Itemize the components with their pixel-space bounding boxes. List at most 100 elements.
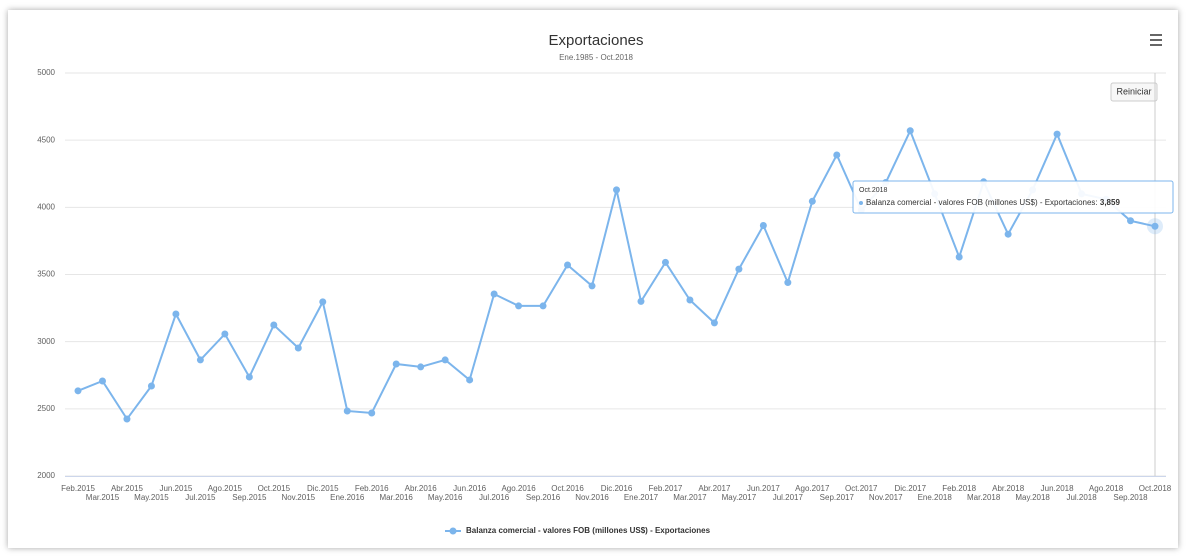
x-tick-label: Ago.2017 (795, 484, 830, 493)
tooltip-series: Balanza comercial - valores FOB (millone… (866, 198, 1095, 207)
point (147, 382, 155, 390)
x-tick-label: Oct.2017 (845, 484, 878, 493)
x-tick-label: Nov.2016 (575, 493, 609, 502)
x-tick-label: Dic.2015 (307, 484, 339, 493)
point (686, 296, 694, 304)
chart-title: Exportaciones (548, 32, 643, 49)
x-tick-label: Oct.2016 (551, 484, 584, 493)
point (1004, 230, 1012, 238)
x-tick-label: May.2015 (134, 493, 169, 502)
menu-button[interactable] (1144, 30, 1168, 50)
x-tick-label: Oct.2015 (258, 484, 291, 493)
legend-item[interactable]: Balanza comercial - valores FOB (millone… (445, 526, 711, 535)
y-tick-label: 5000 (37, 68, 55, 77)
y-tick-label: 4000 (37, 202, 55, 211)
x-tick-label: Oct.2018 (1139, 484, 1172, 493)
x-tick-label: Jun.2017 (747, 484, 780, 493)
x-tick-label: May.2016 (428, 493, 463, 502)
reset-label[interactable]: Reiniciar (1116, 86, 1151, 96)
point (613, 186, 620, 194)
x-tick-label: Abr.2015 (111, 484, 144, 493)
point (784, 279, 792, 287)
point (1053, 130, 1061, 138)
x-tick-label: Jul.2017 (773, 493, 804, 502)
point (710, 319, 718, 327)
x-tick-label: Nov.2015 (281, 493, 315, 502)
y-tick-label: 3500 (37, 270, 55, 279)
y-tick-label: 2000 (37, 471, 55, 480)
x-tick-label: Mar.2018 (967, 493, 1001, 502)
x-tick-label: Feb.2015 (61, 484, 95, 493)
point (661, 258, 669, 266)
reset-button[interactable]: Reiniciar (1110, 82, 1158, 102)
tooltip-sep: : (1095, 198, 1099, 207)
tooltip-bg (852, 180, 1174, 214)
point (515, 302, 523, 310)
point (221, 330, 229, 338)
x-tick-label: Jul.2015 (185, 493, 216, 502)
x-tick-label: Ene.2017 (624, 493, 659, 502)
point (539, 302, 547, 310)
point (417, 363, 425, 371)
point (955, 253, 963, 261)
point (490, 290, 498, 298)
point (735, 265, 743, 273)
x-tick-label: Ene.2016 (330, 493, 365, 502)
x-tick-label: Sep.2017 (820, 493, 855, 502)
point (441, 356, 449, 364)
point (833, 151, 841, 159)
x-tick-label: Jun.2015 (159, 484, 192, 493)
point (808, 197, 816, 205)
y-tick-label: 2500 (37, 404, 55, 413)
x-tick-label: Sep.2016 (526, 493, 561, 502)
x-tick-label: Abr.2016 (405, 484, 438, 493)
tooltip-text: Balanza comercial - valores FOB (millone… (866, 198, 1120, 207)
point (564, 261, 572, 269)
point (123, 415, 131, 423)
legend-marker (449, 527, 457, 535)
y-tick-label: 4500 (37, 135, 55, 144)
point (196, 356, 204, 364)
point (294, 344, 302, 352)
x-tick-label: Ago.2015 (208, 484, 243, 493)
x-tick-label: Jul.2018 (1066, 493, 1097, 502)
point (343, 407, 351, 415)
chart-subtitle: Ene.1985 - Oct.2018 (559, 53, 633, 62)
x-tick-label: Abr.2017 (698, 484, 731, 493)
x-tick-label: Ago.2018 (1089, 484, 1124, 493)
point (637, 297, 645, 305)
x-tick-label: May.2017 (722, 493, 757, 502)
point (319, 298, 327, 306)
point (466, 376, 474, 384)
point (392, 360, 400, 368)
y-tick-label: 3000 (37, 337, 55, 346)
tooltip-marker (859, 201, 863, 205)
x-tick-label: Jun.2018 (1041, 484, 1074, 493)
point (270, 321, 278, 329)
point (245, 373, 253, 381)
x-tick-label: May.2018 (1015, 493, 1050, 502)
x-tick-label: Jun.2016 (453, 484, 486, 493)
reset-bg[interactable] (1110, 82, 1158, 102)
tooltip-value: 3,859 (1100, 198, 1121, 207)
point (1127, 217, 1135, 225)
x-tick-label: Mar.2017 (673, 493, 707, 502)
point (906, 127, 914, 135)
x-tick-label: Mar.2016 (380, 493, 414, 502)
x-tick-label: Dic.2017 (894, 484, 926, 493)
tooltip: Oct.2018 Balanza comercial - valores FOB … (852, 180, 1174, 214)
x-tick-label: Jul.2016 (479, 493, 510, 502)
x-tick-label: Dic.2016 (601, 484, 633, 493)
menu-icon[interactable] (1150, 34, 1162, 46)
x-tick-label: Ago.2016 (501, 484, 536, 493)
x-tick-label: Feb.2016 (355, 484, 389, 493)
x-tick-label: Abr.2018 (992, 484, 1025, 493)
x-tick-label: Sep.2018 (1113, 493, 1148, 502)
point (368, 409, 376, 417)
legend-label: Balanza comercial - valores FOB (millone… (466, 526, 711, 535)
x-tick-label: Mar.2015 (86, 493, 120, 502)
point (759, 221, 767, 229)
tooltip-header: Oct.2018 (859, 187, 888, 194)
